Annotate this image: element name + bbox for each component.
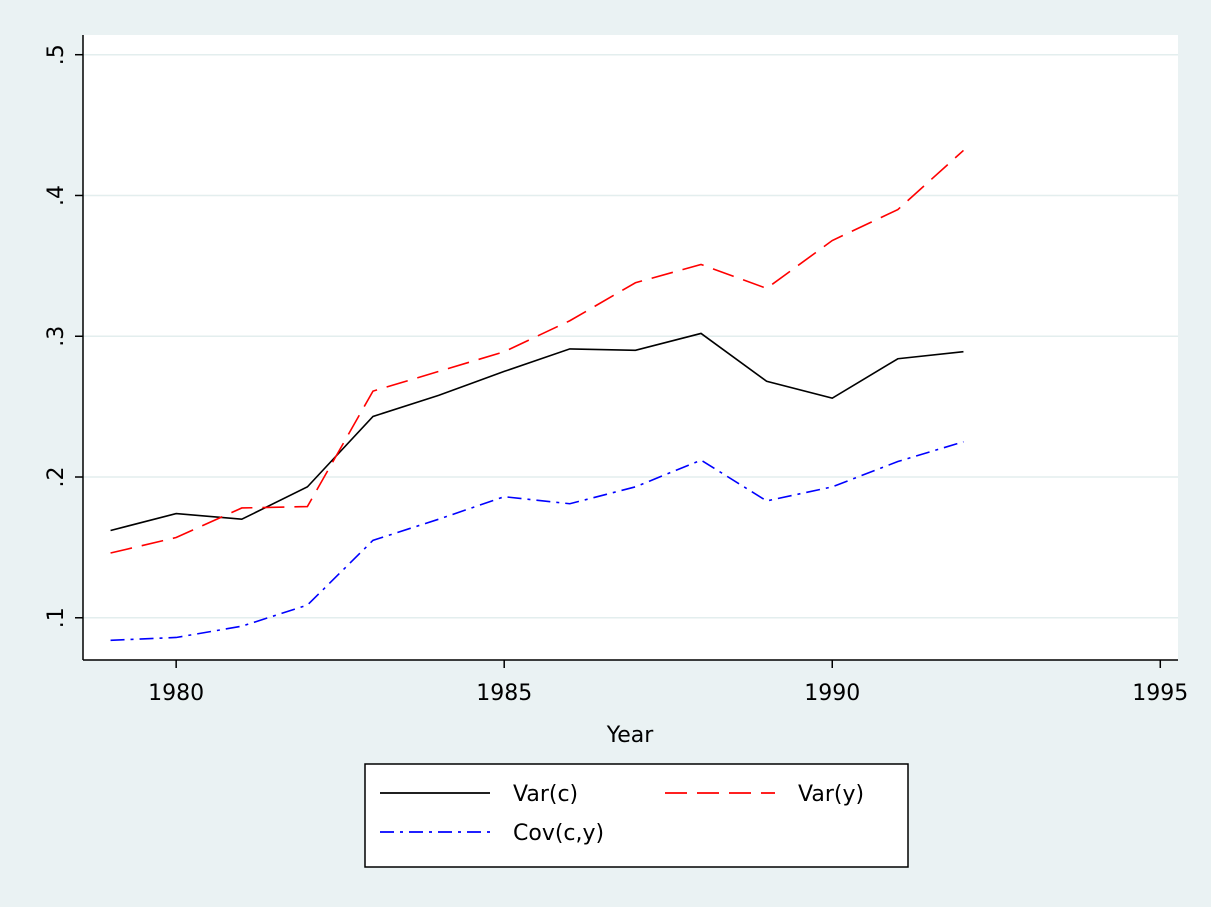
legend-label: Cov(c,y) <box>513 821 604 846</box>
y-tick-label: .5 <box>44 44 69 65</box>
series-line <box>110 441 964 642</box>
legend-label: Var(y) <box>798 782 864 807</box>
y-tick-label: .3 <box>44 326 69 347</box>
x-tick-label: 1990 <box>804 681 860 706</box>
plot-area <box>83 35 1178 660</box>
series-line <box>110 332 964 532</box>
y-tick-label: .4 <box>44 185 69 206</box>
legend-label: Var(c) <box>513 782 578 807</box>
x-tick-label: 1985 <box>476 681 532 706</box>
x-tick-label: 1995 <box>1132 681 1188 706</box>
legend <box>364 763 909 868</box>
y-tick-label: .1 <box>44 607 69 628</box>
y-tick-label: .2 <box>44 467 69 488</box>
x-axis-label: Year <box>606 723 655 748</box>
x-tick-label: 1980 <box>148 681 204 706</box>
